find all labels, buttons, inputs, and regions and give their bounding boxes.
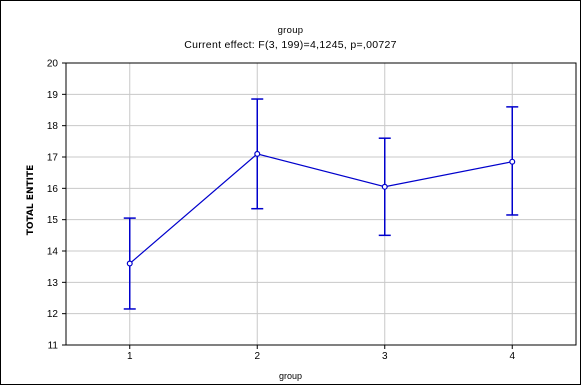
- y-tick-label: 15: [47, 215, 59, 226]
- x-tick-label: 1: [127, 351, 133, 362]
- x-tick-label: 3: [382, 351, 388, 362]
- data-point: [126, 260, 133, 267]
- y-tick-label: 11: [48, 341, 59, 352]
- x-axis-label: group: [278, 371, 303, 381]
- y-tick-label: 17: [47, 153, 59, 164]
- grid-lines: [66, 63, 576, 345]
- x-tick-label: 2: [254, 351, 260, 362]
- chart-subtitle: Current effect: F(3, 199)=4,1245, p=,007…: [184, 39, 397, 51]
- y-tick-label: 20: [47, 59, 59, 70]
- y-tick-label: 12: [47, 309, 59, 320]
- y-tick-label: 18: [47, 121, 59, 132]
- series-line: [129, 153, 513, 264]
- data-point: [509, 158, 516, 165]
- series-layer: [123, 98, 519, 310]
- chart-title: group: [277, 25, 304, 36]
- data-point: [381, 183, 388, 190]
- y-tick-label: 16: [47, 184, 59, 195]
- data-point: [254, 150, 261, 157]
- plot-border: [65, 62, 577, 346]
- y-tick-label: 19: [47, 90, 59, 101]
- y-axis-label: TOTAL ENTITE: [26, 164, 36, 236]
- y-tick-label: 13: [47, 278, 59, 289]
- y-tick-label: 14: [47, 247, 59, 258]
- x-tick-label: 4: [509, 351, 515, 362]
